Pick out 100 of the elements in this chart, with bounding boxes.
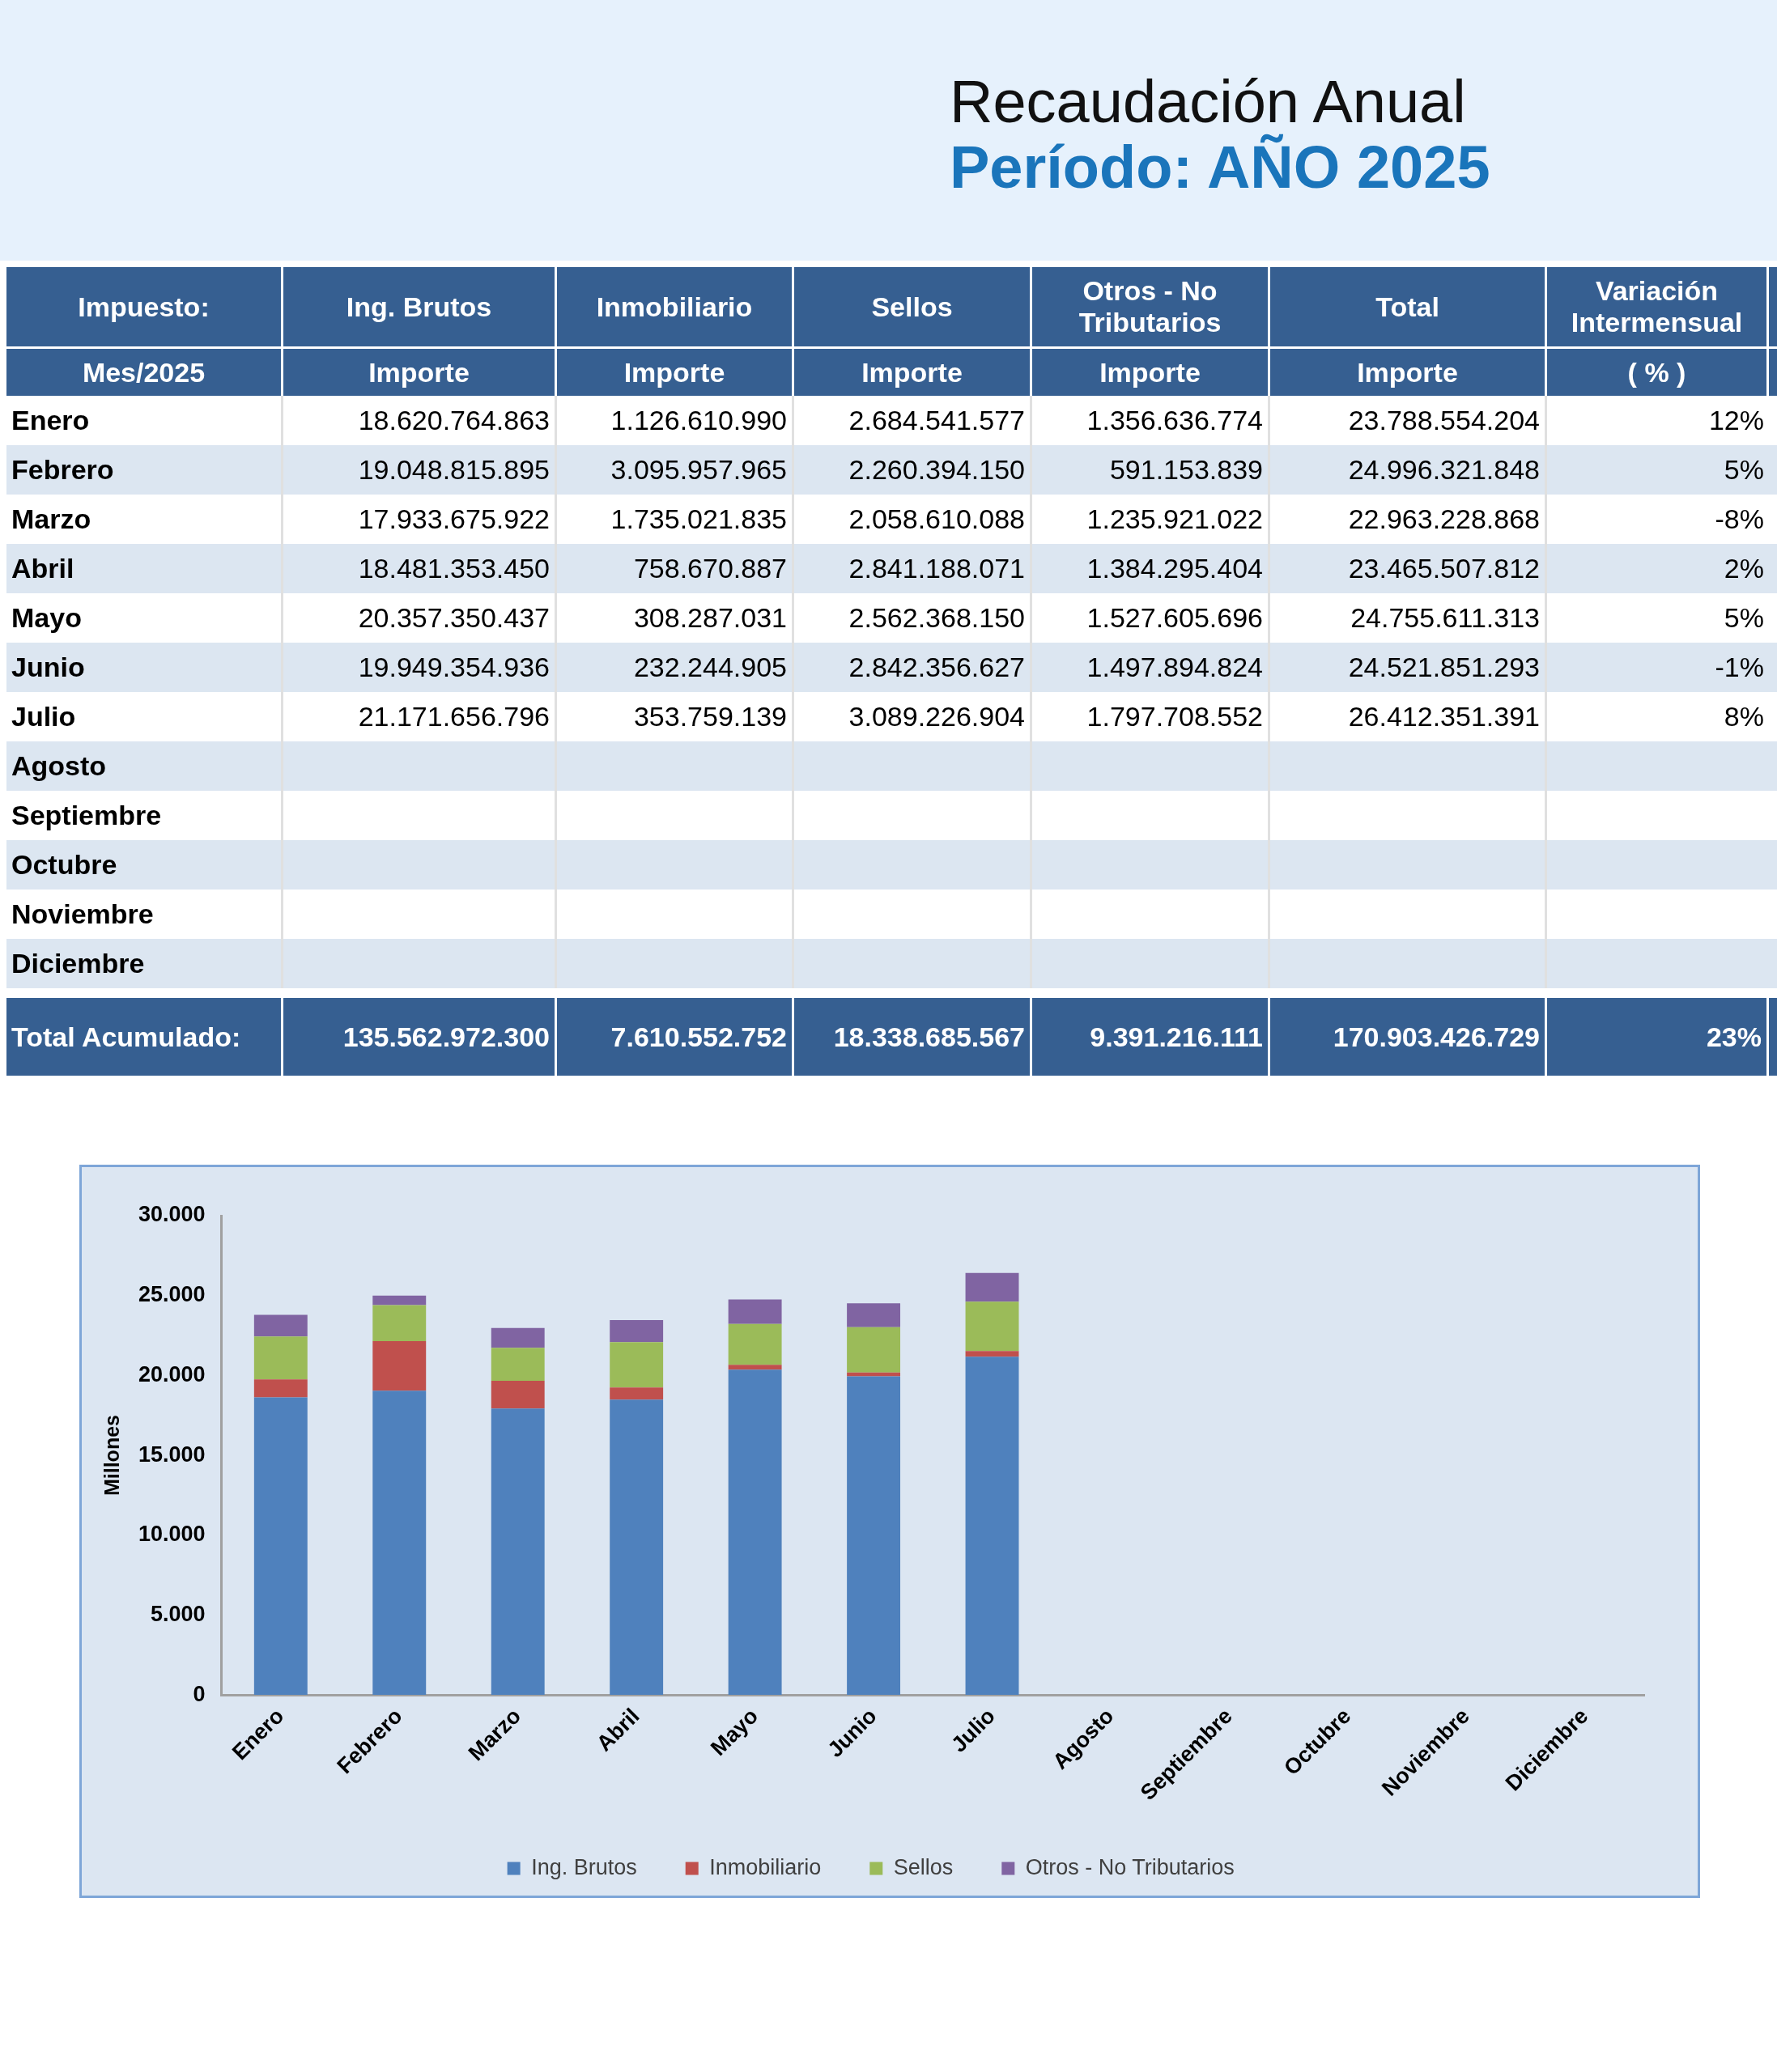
- text: 20.357.350.437: [283, 593, 557, 643]
- text: 7.610.552.752: [557, 998, 794, 1076]
- text: 18.620.764.863: [283, 396, 557, 445]
- bar: [610, 1319, 664, 1343]
- text: Importe: [283, 349, 557, 396]
- text: Período: AÑO 2025: [950, 134, 1491, 202]
- text: 2.058.610.088: [794, 495, 1032, 544]
- text: 2.562.368.150: [794, 593, 1032, 643]
- bar: [491, 1380, 545, 1409]
- text: -8%: [1714, 503, 1765, 536]
- bar: [253, 1379, 308, 1398]
- y-tick-label: 15.000: [138, 1441, 206, 1467]
- text: 22.963.228.868: [1270, 495, 1547, 544]
- bar: [965, 1272, 1019, 1302]
- text: 2.260.394.150: [794, 445, 1032, 495]
- text: 758.670.887: [557, 544, 794, 593]
- bar: [610, 1387, 664, 1400]
- text: 232.244.905: [557, 643, 794, 692]
- text: 1.527.605.696: [1032, 593, 1270, 643]
- text: -1%: [1714, 651, 1765, 684]
- text: 9.391.216.111: [1032, 998, 1270, 1076]
- bar: [965, 1301, 1019, 1352]
- text: 5%: [1723, 453, 1765, 486]
- legend-label: Ing. Brutos: [531, 1854, 637, 1879]
- text: 135.562.972.300: [283, 998, 557, 1076]
- text: 17.933.675.922: [283, 495, 557, 544]
- text: 1.384.295.404: [1032, 544, 1270, 593]
- text: Enero: [6, 396, 283, 445]
- bar: [253, 1336, 308, 1380]
- bar: [847, 1376, 901, 1696]
- text: 1.497.894.824: [1032, 643, 1270, 692]
- text: Inmobiliario: [557, 267, 794, 346]
- text: 591.153.839: [1032, 445, 1270, 495]
- text: 23.465.507.812: [1270, 544, 1547, 593]
- text: 3.089.226.904: [794, 692, 1032, 741]
- text: 24.755.611.313: [1270, 593, 1547, 643]
- y-tick-label: 25.000: [138, 1282, 206, 1307]
- text: 18.481.353.450: [283, 544, 557, 593]
- bar: [728, 1323, 782, 1365]
- text: 1.235.921.022: [1032, 495, 1270, 544]
- bar: [728, 1369, 782, 1696]
- bar: [372, 1295, 427, 1306]
- bar: [847, 1327, 901, 1373]
- text: 1.797.708.552: [1032, 692, 1270, 741]
- bar: [491, 1327, 545, 1348]
- text: 21.171.656.796: [283, 692, 557, 741]
- text: 23%: [1547, 998, 1769, 1076]
- bar: [491, 1408, 545, 1696]
- text: 2.684.541.577: [794, 396, 1032, 445]
- text: Septiembre: [6, 791, 283, 840]
- bar: [965, 1357, 1019, 1696]
- text: Mes/2025: [6, 349, 283, 396]
- bar: [965, 1351, 1019, 1357]
- legend-label: Inmobiliario: [709, 1854, 822, 1879]
- text: 24.521.851.293: [1270, 643, 1547, 692]
- legend-label: Sellos: [893, 1854, 954, 1879]
- text: 5%: [1723, 601, 1765, 635]
- text: 24.996.321.848: [1270, 445, 1547, 495]
- text: Marzo: [6, 495, 283, 544]
- text: Febrero: [6, 445, 283, 495]
- text: ( % ): [1547, 349, 1769, 396]
- text: Importe: [557, 349, 794, 396]
- text: Importe: [794, 349, 1032, 396]
- bar: [728, 1365, 782, 1370]
- text: 3.095.957.965: [557, 445, 794, 495]
- text: 1.356.636.774: [1032, 396, 1270, 445]
- text: 1.735.021.835: [557, 495, 794, 544]
- y-tick-label: 0: [193, 1681, 206, 1706]
- text: Impuesto:: [6, 267, 283, 346]
- bar: [372, 1305, 427, 1342]
- bar: [372, 1391, 427, 1696]
- text: Total Acumulado:: [6, 998, 283, 1076]
- y-axis-title: Millones: [100, 1415, 123, 1497]
- text: Sellos: [794, 267, 1032, 346]
- bar: [610, 1399, 664, 1696]
- text: 308.287.031: [557, 593, 794, 643]
- y-tick-label: 5.000: [151, 1601, 206, 1626]
- text: 170.903.426.729: [1270, 998, 1547, 1076]
- text: Importe: [1032, 349, 1270, 396]
- text: 12%: [1707, 404, 1765, 437]
- bar: [253, 1314, 308, 1337]
- text: 2.841.188.071: [794, 544, 1032, 593]
- text: Noviembre: [6, 890, 283, 939]
- bar: [491, 1348, 545, 1381]
- text: Importe: [1270, 349, 1547, 396]
- bar: [610, 1342, 664, 1388]
- text: Mayo: [6, 593, 283, 643]
- text: 19.048.815.895: [283, 445, 557, 495]
- text: Julio: [6, 692, 283, 741]
- text: Otros - No Tributarios: [1032, 267, 1270, 346]
- bar: [847, 1303, 901, 1327]
- text: 353.759.139: [557, 692, 794, 741]
- text: Diciembre: [6, 939, 283, 988]
- text: 8%: [1723, 700, 1765, 733]
- text: 2.842.356.627: [794, 643, 1032, 692]
- text: Octubre: [6, 840, 283, 890]
- text: Junio: [6, 643, 283, 692]
- y-tick-label: 20.000: [138, 1361, 206, 1386]
- text: 26.412.351.391: [1270, 692, 1547, 741]
- bar: [253, 1397, 308, 1696]
